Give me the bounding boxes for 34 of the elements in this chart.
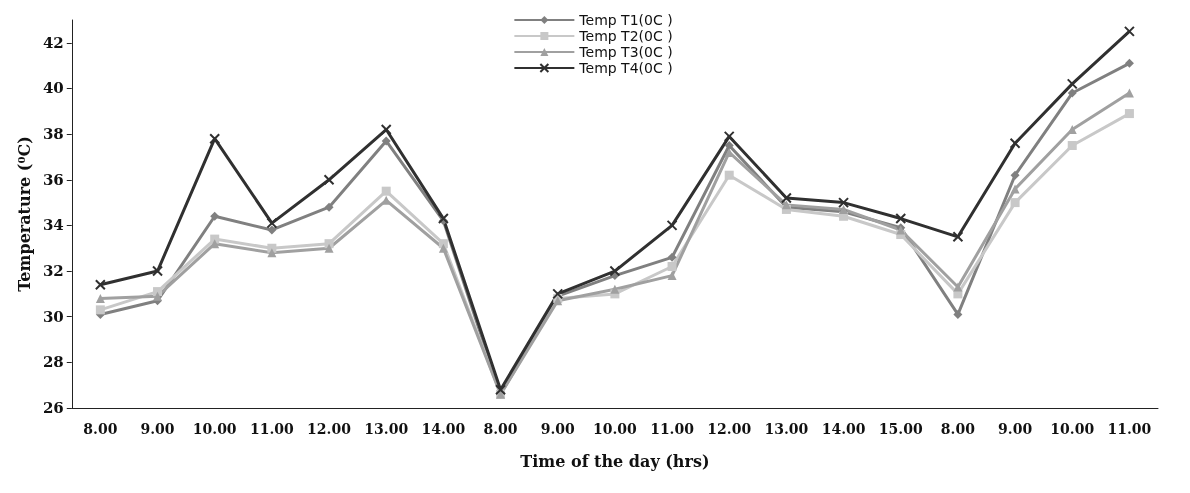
y-axis-title: Temperature (⁰C) — [14, 136, 34, 292]
x-axis-title: Time of the day (hrs) — [520, 451, 710, 471]
y-tick-label: 34 — [42, 216, 64, 235]
x-tick-label: 11.00 — [650, 421, 695, 437]
x-tick-label: 10.00 — [592, 421, 638, 437]
x-tick-label: 8.00 — [83, 421, 118, 437]
legend-label: Temp T2(0C ) — [578, 28, 673, 44]
y-tick-label: 36 — [42, 170, 64, 189]
legend-label: Temp T1(0C ) — [578, 12, 673, 28]
legend-label: Temp T3(0C ) — [578, 44, 673, 60]
x-tick-label: 8.00 — [940, 421, 976, 437]
y-tick-label: 42 — [42, 33, 64, 52]
x-tick-label: 12.00 — [307, 421, 352, 437]
x-tick-label: 11.00 — [249, 421, 295, 437]
y-tick-label: 28 — [42, 353, 64, 372]
x-tick-label: 14.00 — [421, 421, 466, 437]
y-tick-label: 38 — [42, 125, 64, 144]
x-tick-label: 9.00 — [140, 421, 175, 437]
y-tick-label: 26 — [42, 399, 64, 417]
x-tick-label: 14.00 — [821, 421, 866, 437]
x-tick-label: 9.00 — [540, 421, 576, 437]
x-tick-label: 13.00 — [764, 421, 809, 437]
x-tick-label: 15.00 — [878, 421, 923, 437]
x-tick-label: 9.00 — [998, 421, 1033, 437]
x-tick-label: 10.00 — [1050, 421, 1095, 437]
x-tick-label: 8.00 — [483, 421, 518, 437]
y-tick-label: 32 — [42, 262, 64, 281]
x-tick-label: 10.00 — [192, 421, 237, 437]
y-tick-label: 40 — [42, 79, 64, 98]
y-tick-label: 30 — [42, 307, 64, 326]
x-tick-label: 11.00 — [1107, 421, 1152, 437]
x-tick-label: 13.00 — [364, 421, 409, 437]
x-tick-label: 12.00 — [707, 421, 752, 437]
legend-label: Temp T4(0C ) — [578, 60, 673, 76]
